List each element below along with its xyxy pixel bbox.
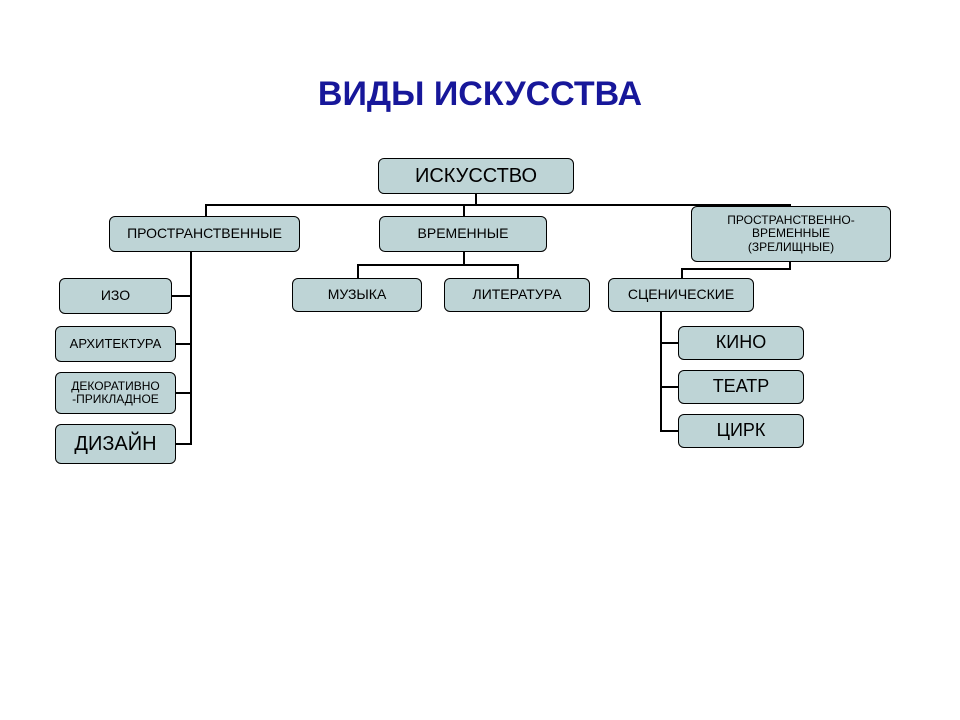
connector bbox=[205, 204, 207, 216]
connector bbox=[681, 268, 791, 270]
node-kino: КИНО bbox=[678, 326, 804, 360]
node-lit: ЛИТЕРАТУРА bbox=[444, 278, 590, 312]
node-stime: ПРОСТРАНСТВЕННО- ВРЕМЕННЫЕ (ЗРЕЛИЩНЫЕ) bbox=[691, 206, 891, 262]
connector bbox=[660, 386, 678, 388]
connector bbox=[190, 252, 192, 443]
connector bbox=[172, 295, 192, 297]
node-izo: ИЗО bbox=[59, 278, 172, 314]
connector bbox=[660, 342, 678, 344]
node-cirk: ЦИРК bbox=[678, 414, 804, 448]
node-design: ДИЗАЙН bbox=[55, 424, 176, 464]
connector bbox=[517, 264, 519, 278]
connector bbox=[660, 312, 662, 430]
connector bbox=[357, 264, 519, 266]
node-scenic: СЦЕНИЧЕСКИЕ bbox=[608, 278, 754, 312]
page-title: ВИДЫ ИСКУССТВА bbox=[0, 75, 960, 114]
connector bbox=[789, 204, 791, 207]
node-decor: ДЕКОРАТИВНО -ПРИКЛАДНОЕ bbox=[55, 372, 176, 414]
node-teatr: ТЕАТР bbox=[678, 370, 804, 404]
connector bbox=[681, 268, 683, 278]
node-arch: АРХИТЕКТУРА bbox=[55, 326, 176, 362]
connector bbox=[463, 252, 465, 264]
node-music: МУЗЫКА bbox=[292, 278, 422, 312]
node-root: ИСКУССТВО bbox=[378, 158, 574, 194]
connector bbox=[660, 430, 678, 432]
connector bbox=[463, 204, 465, 216]
connector bbox=[205, 204, 791, 206]
connector bbox=[357, 264, 359, 278]
connector bbox=[475, 194, 477, 204]
connector bbox=[176, 392, 192, 394]
node-spatial: ПРОСТРАНСТВЕННЫЕ bbox=[109, 216, 300, 252]
node-temporal: ВРЕМЕННЫЕ bbox=[379, 216, 547, 252]
connector bbox=[176, 343, 192, 345]
connector bbox=[176, 443, 192, 445]
